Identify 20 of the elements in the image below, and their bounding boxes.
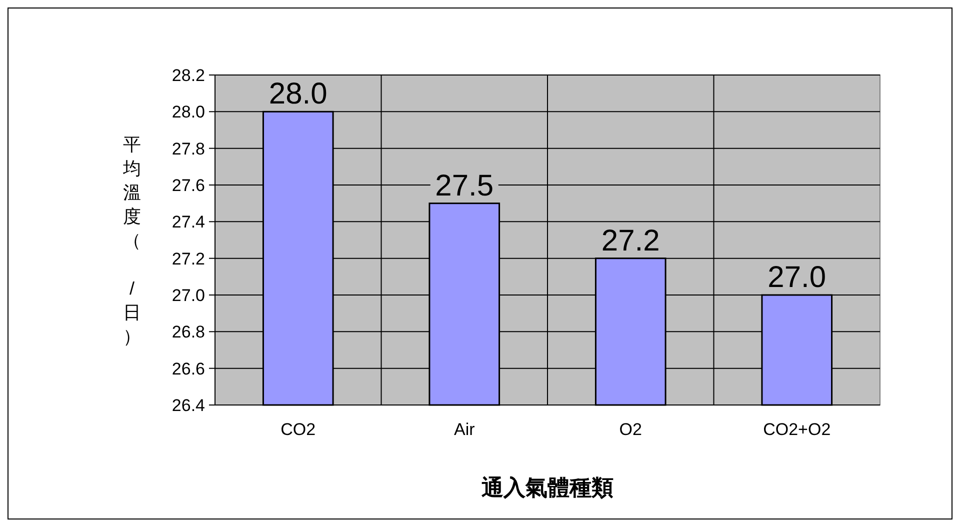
text: 28.0: [172, 102, 205, 122]
text: 平均溫度（ /日）: [123, 134, 141, 346]
data-label: 27.5: [435, 169, 494, 202]
text: 26.6: [172, 359, 205, 378]
text: 27.2: [172, 249, 205, 268]
text: 27.4: [172, 212, 205, 232]
text: 27.8: [172, 139, 205, 158]
x-tick-label: CO2+O2: [763, 420, 831, 439]
text: 28.2: [172, 66, 205, 85]
x-tick-label: CO2: [280, 420, 316, 439]
x-axis-title: 通入氣體種類: [480, 475, 614, 500]
x-tick-label: O2: [619, 420, 642, 439]
data-label: 27.0: [768, 261, 826, 294]
x-tick-label: Air: [454, 420, 476, 439]
data-label: 28.0: [268, 78, 328, 111]
data-label: 27.2: [601, 224, 660, 258]
text: 27.6: [172, 176, 205, 195]
text: 26.8: [172, 322, 205, 342]
text: 27.0: [172, 286, 205, 305]
text: 26.4: [172, 396, 205, 415]
